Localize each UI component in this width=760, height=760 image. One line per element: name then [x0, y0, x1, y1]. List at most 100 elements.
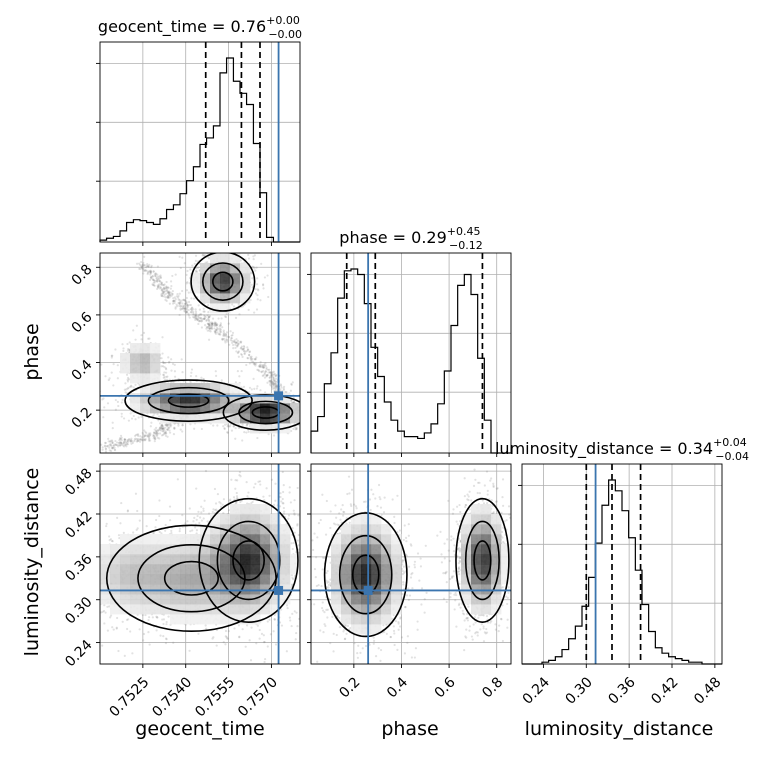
sample-point: [111, 427, 114, 430]
sample-point: [259, 299, 262, 302]
sample-point: [301, 415, 303, 417]
sample-point: [235, 245, 237, 247]
sample-point: [263, 364, 266, 367]
sample-point: [254, 358, 257, 361]
sample-point: [240, 346, 243, 349]
sample-point: [252, 258, 255, 261]
panel-frame: [99, 252, 301, 454]
sample-point: [248, 362, 251, 365]
sample-point: [107, 378, 110, 382]
sample-point: [293, 401, 296, 404]
sample-point: [134, 418, 137, 421]
sample-point: [239, 475, 242, 478]
sample-point: [272, 385, 275, 388]
sample-point: [253, 311, 256, 314]
sample-point: [272, 373, 276, 376]
sample-point: [214, 330, 217, 333]
sample-point: [274, 375, 277, 378]
sample-point: [232, 347, 235, 350]
sample-point: [118, 437, 122, 440]
sample-point: [174, 306, 177, 309]
sample-point: [226, 424, 230, 427]
sample-point: [189, 307, 192, 311]
sample-point: [210, 327, 214, 330]
sample-point: [222, 331, 225, 334]
sample-point: [234, 343, 237, 346]
sample-point: [140, 265, 143, 268]
sample-point: [112, 444, 115, 447]
sample-point: [209, 330, 212, 333]
sample-point: [153, 284, 156, 287]
density-cell: [200, 293, 211, 304]
sample-point: [255, 283, 259, 286]
sample-point: [122, 444, 125, 447]
sample-point: [167, 286, 170, 289]
sample-point: [165, 424, 168, 427]
sample-point: [106, 402, 110, 405]
sample-point: [160, 424, 163, 427]
sample-point: [262, 283, 265, 286]
sample-point: [115, 626, 118, 629]
sample-point: [114, 408, 117, 411]
sample-point: [158, 428, 161, 431]
sample-point: [194, 318, 197, 322]
sample-point: [116, 400, 119, 403]
sample-point: [210, 324, 214, 327]
sample-point: [111, 441, 114, 445]
sample-point: [210, 326, 213, 329]
sample-point: [236, 341, 239, 344]
density-cell: [240, 393, 251, 404]
sample-point: [305, 419, 307, 421]
density-cell: [140, 383, 151, 394]
sample-point: [149, 271, 152, 274]
sample-point: [255, 356, 258, 359]
sample-point: [272, 370, 275, 373]
sample-point: [121, 343, 124, 346]
sample-point: [183, 306, 186, 310]
sample-point: [175, 295, 178, 298]
sample-point: [241, 348, 244, 351]
sample-point: [166, 428, 170, 431]
sample-point: [187, 312, 190, 315]
sample-point: [295, 426, 298, 429]
sample-point: [321, 413, 323, 415]
sample-point: [159, 285, 162, 289]
sample-point: [185, 282, 188, 285]
sample-point: [90, 586, 92, 588]
sample-point: [249, 356, 252, 359]
sample-point: [153, 431, 156, 434]
sample-point: [149, 439, 152, 442]
sample-point: [184, 522, 187, 525]
sample-point: [156, 287, 159, 291]
density-cell: [150, 393, 161, 404]
sample-point: [152, 279, 155, 282]
sample-point: [220, 246, 222, 248]
sample-point: [269, 379, 272, 382]
sample-point: [177, 294, 180, 298]
sample-point: [133, 439, 136, 443]
sample-point: [164, 290, 167, 293]
sample-point: [254, 269, 257, 272]
sample-point: [229, 338, 232, 342]
sample-point: [113, 443, 117, 446]
sample-point: [143, 263, 146, 267]
sample-point: [238, 375, 241, 378]
sample-point: [295, 427, 298, 430]
truth-marker: [274, 391, 284, 401]
sample-point: [238, 471, 242, 474]
sample-point: [110, 371, 113, 374]
sample-point: [224, 341, 227, 344]
sample-point: [210, 321, 213, 324]
sample-point: [126, 509, 129, 512]
sample-point: [253, 363, 256, 366]
sample-point: [120, 443, 124, 446]
sample-point: [52, 533, 54, 535]
density-cell: [190, 273, 201, 284]
sample-point: [302, 409, 304, 411]
density-cell: [160, 393, 171, 404]
sample-point: [160, 293, 163, 296]
density-cell: [280, 403, 291, 414]
sample-point: [201, 318, 204, 321]
sample-point: [241, 348, 244, 351]
sample-point: [145, 264, 149, 268]
